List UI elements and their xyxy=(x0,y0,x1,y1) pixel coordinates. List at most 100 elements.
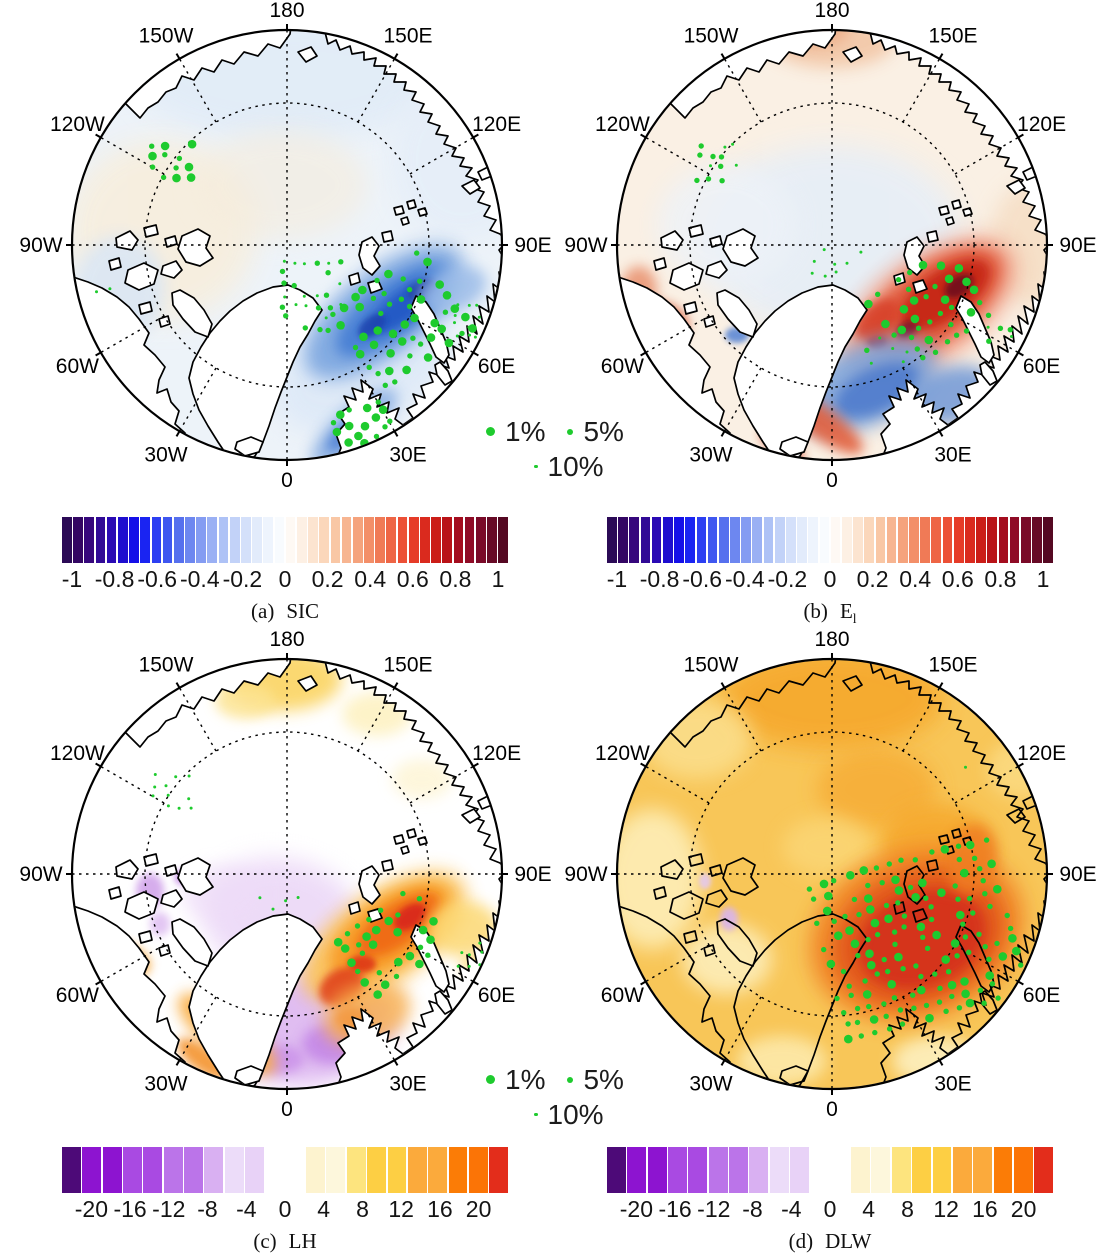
meridian-label: 90W xyxy=(19,234,62,257)
caption-panel-d: (d) DLW xyxy=(607,1229,1053,1257)
meridian-label: 30E xyxy=(934,1073,971,1096)
field-blob xyxy=(150,912,170,936)
field-blob xyxy=(393,903,427,931)
colorbar-tick: 8 xyxy=(356,1196,369,1222)
colorbar-segment xyxy=(387,1147,407,1193)
field-blob xyxy=(722,660,942,749)
meridian-label: 150W xyxy=(139,24,194,47)
colorbar-segment xyxy=(688,1147,708,1193)
colorbar-el: -1 -0.8 -0.6 -0.4 -0.2 0 0.2 0.4 0.6 0.8 1 xyxy=(607,517,1053,592)
colorbar-segment xyxy=(140,517,150,563)
caption-panel-a: (a) SIC xyxy=(62,599,508,627)
colorbar-segment xyxy=(976,517,986,563)
colorbar-segment xyxy=(993,1147,1013,1193)
colorbar-segment xyxy=(651,517,662,563)
polar-map-b: 180 150W 150E 120W 120E 90W 90E 60W 60E 30W 30E 0 xyxy=(564,0,1096,492)
meridian-label: 0 xyxy=(826,469,838,492)
colorbar-segment xyxy=(851,1147,870,1193)
colorbar-segment xyxy=(1020,517,1031,563)
colorbar-segment xyxy=(932,1147,952,1193)
meridian-label: 60W xyxy=(56,984,99,1007)
field-blob xyxy=(737,1036,827,1086)
colorbar-tick: 16 xyxy=(972,1196,998,1222)
meridian-label: 0 xyxy=(281,1098,293,1121)
colorbar-segment xyxy=(830,1147,850,1193)
colorbar-segment xyxy=(224,1147,244,1193)
colorbar-tick: 0.4 xyxy=(899,566,932,592)
caption-panel-b: (b) El xyxy=(607,599,1053,627)
colorbar-segment xyxy=(123,1147,142,1193)
colorbar-segment xyxy=(627,1147,647,1193)
colorbar-segment xyxy=(218,517,229,563)
meridian-label: 120E xyxy=(1017,742,1066,765)
colorbar-segment xyxy=(853,517,863,563)
caption-index: (a) xyxy=(251,599,275,623)
colorbar-tick: -0.2 xyxy=(767,566,808,592)
colorbar-segment xyxy=(330,517,341,563)
colorbar-segment xyxy=(696,517,707,563)
colorbar-segment xyxy=(185,517,195,563)
field-blob xyxy=(417,265,487,315)
legend-dot-large xyxy=(486,427,495,436)
meridian-label: 30W xyxy=(689,1073,732,1096)
colorbar-dlw: -20 -16 -12 -8 -4 0 4 8 12 16 20 xyxy=(607,1147,1054,1222)
meridian-label: 90W xyxy=(564,863,607,886)
colorbar-segment xyxy=(998,517,1009,563)
colorbar-segment xyxy=(207,517,218,563)
colorbar-segment xyxy=(819,517,830,563)
meridian-label: 120W xyxy=(50,742,105,765)
colorbar-segment xyxy=(942,517,953,563)
colorbar-segment xyxy=(306,1147,325,1193)
colorbar-segment xyxy=(769,1147,789,1193)
field-blob xyxy=(835,362,919,418)
colorbar-tick: 0 xyxy=(278,1196,292,1222)
colorbar-segment xyxy=(408,517,419,563)
significance-dots xyxy=(95,139,481,448)
field-blob xyxy=(392,80,501,240)
meridian-label: 60E xyxy=(478,355,515,378)
colorbar-segment xyxy=(1034,1147,1054,1193)
colorbar-segment xyxy=(730,517,740,563)
colorbar-segment xyxy=(420,517,430,563)
colorbar-tick: -8 xyxy=(742,1196,763,1222)
meridian-label: 30W xyxy=(144,444,187,467)
meridian-label: 150E xyxy=(928,24,977,47)
colorbar-tick: 0.2 xyxy=(856,566,889,592)
caption-label: E xyxy=(839,599,853,623)
map-panel-c: 180 150W 150E 120W 120E 90W 90E 60W 60E 30W 30E 0 xyxy=(19,619,551,1129)
colorbar-tick: 0.6 xyxy=(941,566,974,592)
meridian-label: 60E xyxy=(478,984,515,1007)
colorbar-segment xyxy=(487,517,497,563)
colorbar-tick: 4 xyxy=(317,1196,331,1222)
meridian-label: 60W xyxy=(601,355,644,378)
colorbar-segment xyxy=(407,1147,427,1193)
significance-legend-top: 1% 5% 10% xyxy=(486,414,624,484)
meridian-label: 150W xyxy=(139,653,194,676)
colorbar-segment xyxy=(810,1147,830,1193)
meridian-label: 90W xyxy=(564,234,607,257)
meridian-labels: 180 150W 150E 120W 120E 90W 90E 60W 60E 30W 30E 0 xyxy=(19,628,551,1121)
colorbar-tick: 0.8 xyxy=(984,566,1017,592)
legend-dot-large xyxy=(486,1075,495,1084)
meridian-label: 120E xyxy=(472,742,521,765)
field-blob xyxy=(657,165,797,285)
colorbar-tick: -4 xyxy=(236,1196,257,1222)
colorbar-segment xyxy=(117,517,128,563)
colorbar-segment xyxy=(920,517,930,563)
colorbar-segment xyxy=(82,1147,102,1193)
legend-row: 10% xyxy=(534,1097,624,1132)
colorbar-segment xyxy=(830,517,841,563)
colorbar-segments xyxy=(607,517,1053,563)
colorbar-segment xyxy=(891,1147,911,1193)
colorbar-tick: 0.2 xyxy=(311,566,344,592)
colorbar-segment xyxy=(808,517,819,563)
colorbar-segment xyxy=(173,517,184,563)
colorbar-segment xyxy=(448,1147,468,1193)
caption-subscript: l xyxy=(852,611,857,627)
field-blob xyxy=(618,809,702,949)
significance-dots xyxy=(806,765,1029,1044)
colorbar-segment xyxy=(453,517,464,563)
colorbar-tick: -12 xyxy=(697,1196,731,1222)
colorbar-segment xyxy=(367,1147,386,1193)
colorbar-segment xyxy=(62,517,72,563)
